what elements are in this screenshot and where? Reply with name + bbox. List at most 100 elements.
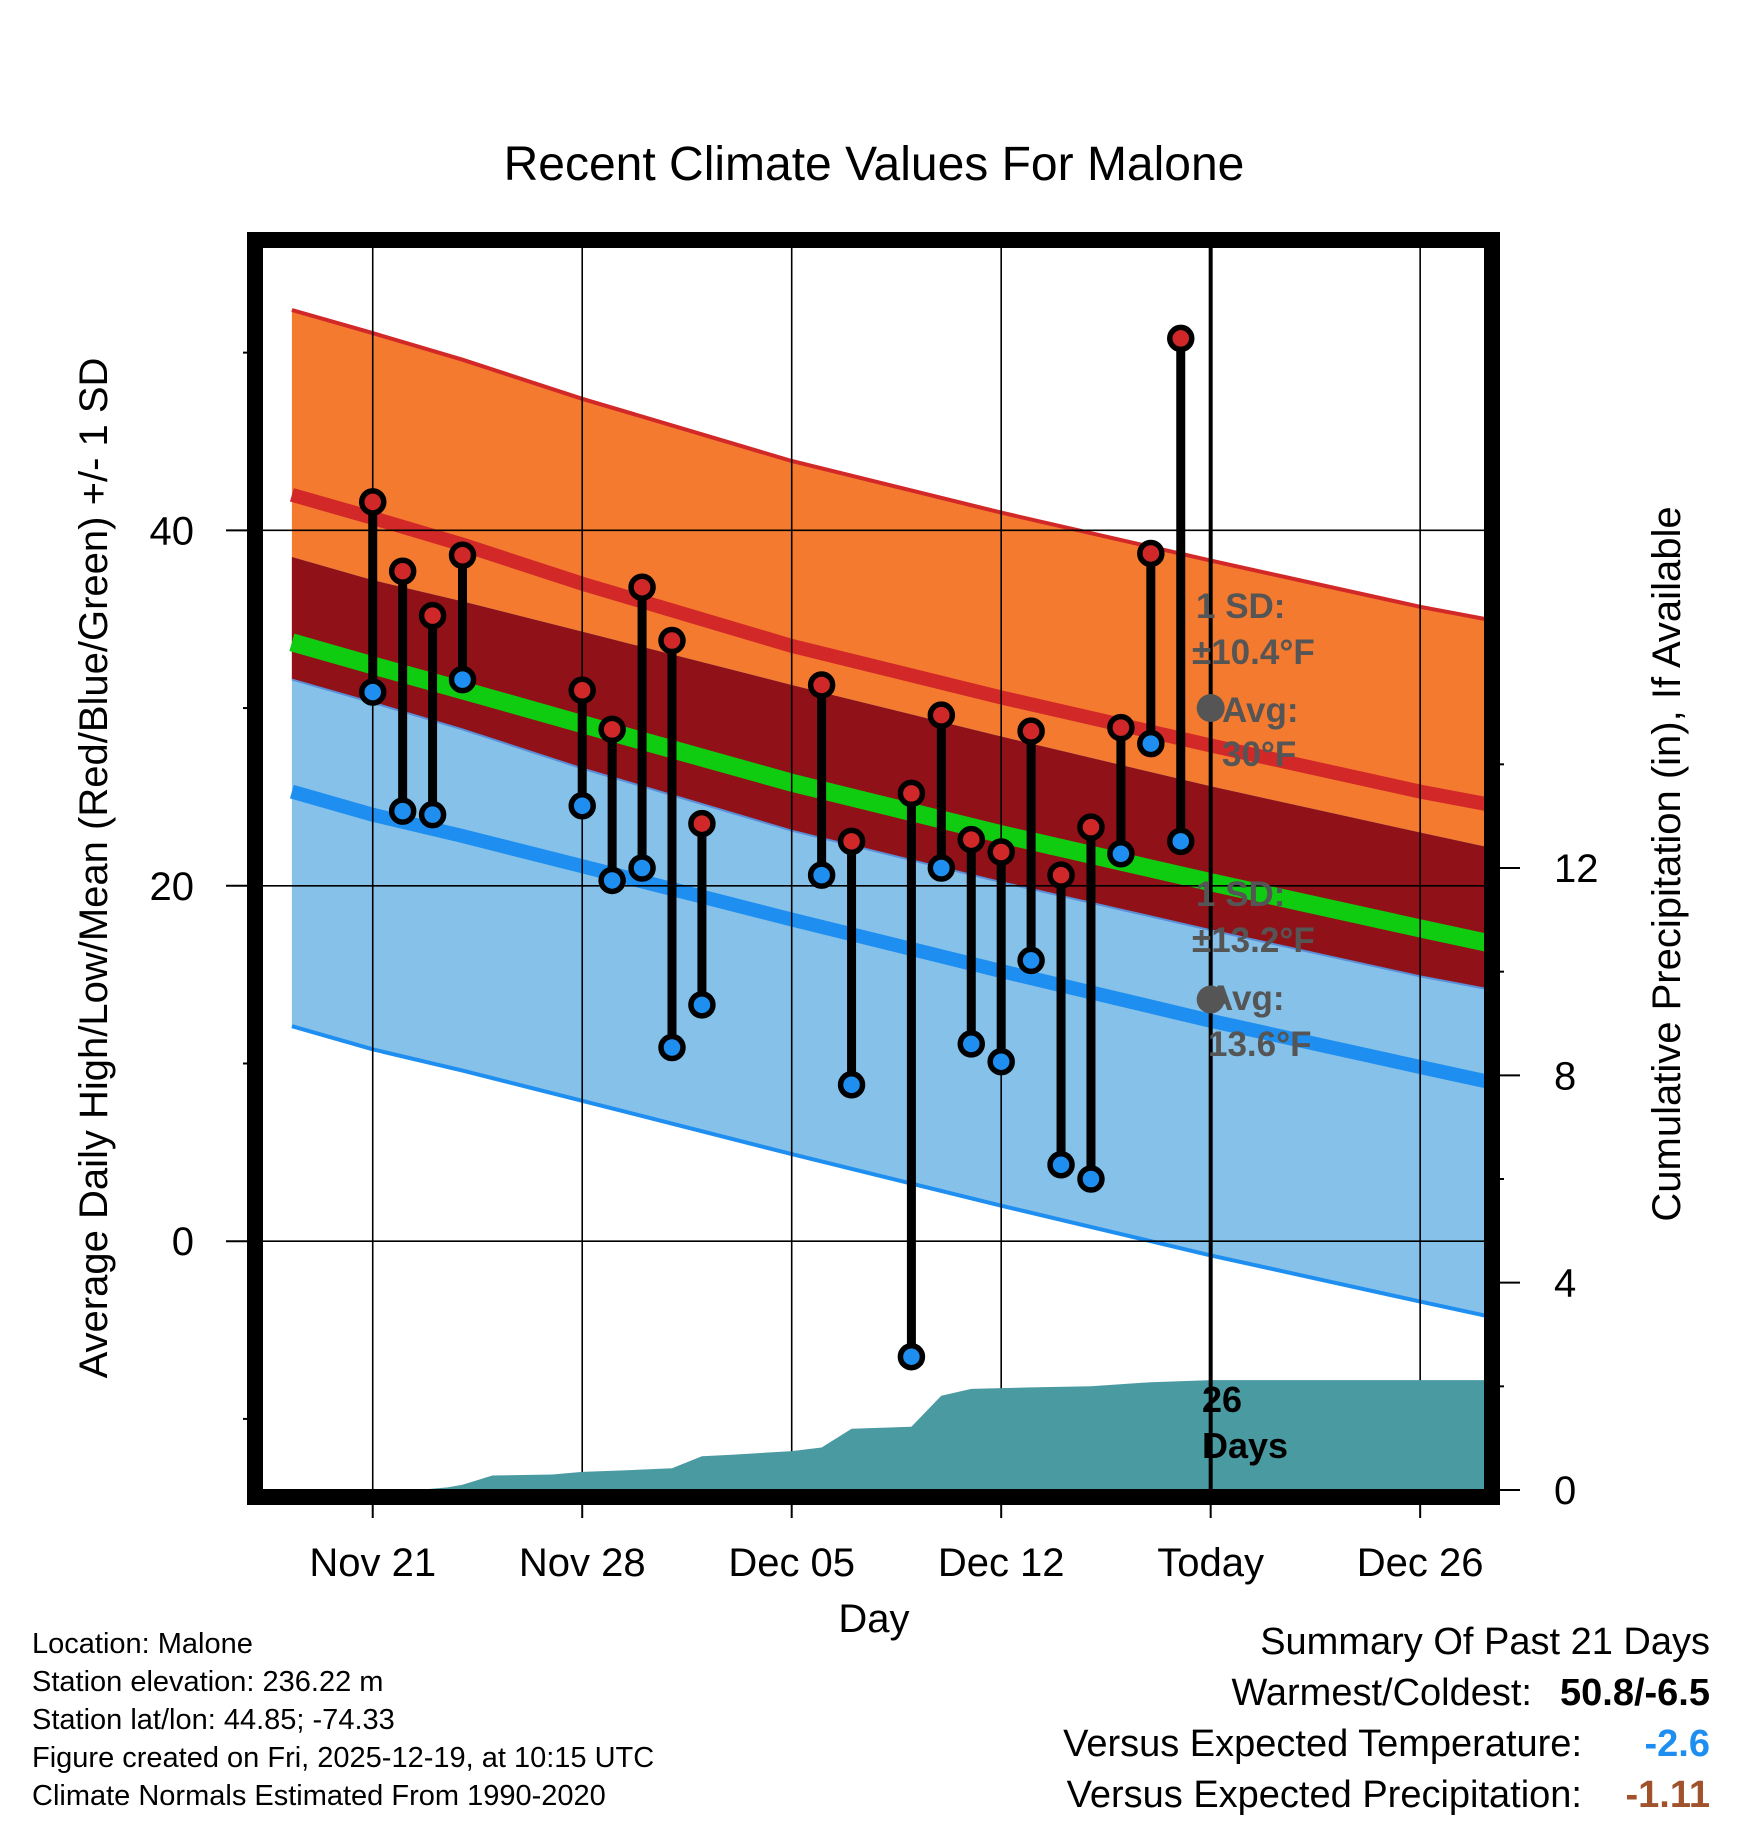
observed-high-point	[658, 626, 686, 655]
observed-high-point	[388, 557, 417, 585]
y2-axis-label: Cumulative Precipitation (in), If Availa…	[1645, 506, 1689, 1221]
observation-day	[1077, 813, 1105, 1193]
axes-layer: 0 20 40 0 4 8 12 Nov 21 Nov 28 Dec 05 Dec 12 Today D…	[72, 232, 1689, 1641]
x-tick-label: Nov 21	[309, 1541, 436, 1585]
x-tick-label: Dec 26	[1357, 1541, 1484, 1585]
y2-tick-label: 4	[1554, 1262, 1576, 1306]
observed-high-point	[807, 671, 836, 699]
observation-day	[1047, 861, 1075, 1179]
observation-day	[688, 809, 716, 1019]
today-low-average-point	[1196, 985, 1225, 1014]
observed-high-point	[1017, 717, 1045, 745]
precip-label: Versus Expected Precipitation:	[1066, 1774, 1582, 1816]
observed-high-point	[957, 825, 986, 854]
observed-low-point	[598, 866, 626, 895]
x-tick-label: Nov 28	[519, 1541, 646, 1585]
precipitation-area	[291, 1380, 1486, 1490]
y-tick-label: 0	[172, 1220, 194, 1264]
observation-day	[1017, 717, 1045, 975]
high-avg-label: Avg:	[1222, 691, 1298, 730]
observation-day	[957, 825, 986, 1058]
observation-day	[1107, 713, 1135, 868]
latlon-text: Station lat/lon: 44.85; -74.33	[32, 1704, 395, 1736]
observation-day	[448, 541, 477, 694]
y-tick-label: 40	[150, 509, 195, 553]
annotation-layer: 1 SD: ±10.4°F Avg: 30°F 1 SD: ±13.2°F Avg: 13.6…	[1192, 246, 1315, 1490]
temp-row: Versus Expected Temperature: -2.6	[1063, 1719, 1710, 1770]
warm-cold-label: Warmest/Coldest:	[1231, 1672, 1532, 1714]
observation-day	[628, 573, 656, 882]
observed-high-point	[1077, 813, 1105, 841]
high-sd-value: ±10.4°F	[1192, 633, 1315, 672]
observed-high-point	[688, 809, 716, 838]
observed-high-point	[358, 488, 387, 516]
observed-high-point	[897, 779, 926, 808]
observation-day	[388, 557, 417, 825]
observed-low-point	[837, 1071, 866, 1099]
observed-low-point	[658, 1033, 686, 1062]
observation-day	[658, 626, 686, 1062]
observations-layer	[358, 324, 1195, 1371]
low-sd-label: 1 SD:	[1196, 875, 1285, 914]
x-tick-label: Dec 05	[728, 1541, 855, 1585]
observed-high-point	[418, 601, 447, 630]
y-axis-label: Average Daily High/Low/Mean (Red/Blue/Gr…	[72, 358, 116, 1379]
normals-text: Climate Normals Estimated From 1990-2020	[32, 1780, 606, 1812]
observation-day	[837, 827, 866, 1099]
observation-day	[418, 601, 447, 829]
observed-high-point	[837, 827, 866, 856]
location-text: Location: Malone	[32, 1628, 253, 1660]
elevation-text: Station elevation: 236.22 m	[32, 1666, 384, 1698]
x-axis-label: Day	[838, 1597, 909, 1641]
y2-tick-label: 12	[1554, 847, 1599, 891]
low-sd-value: ±13.2°F	[1192, 921, 1315, 960]
summary-title: Summary Of Past 21 Days	[1260, 1621, 1710, 1663]
precip-row: Versus Expected Precipitation: -1.11	[1063, 1770, 1710, 1821]
observed-high-point	[628, 573, 656, 601]
observed-low-point	[1017, 946, 1045, 975]
observation-day	[568, 676, 596, 820]
low-avg-label: Avg:	[1208, 979, 1284, 1018]
observed-high-point	[598, 715, 626, 744]
station-info: Location: Malone Station elevation: 236.…	[32, 1625, 654, 1815]
observed-high-point	[568, 676, 596, 705]
high-avg-value: 30°F	[1222, 735, 1296, 774]
observation-day	[358, 488, 387, 706]
y2-tick-label: 0	[1554, 1469, 1576, 1513]
observed-high-point	[1107, 713, 1135, 742]
observed-low-point	[448, 665, 477, 694]
observation-day	[987, 838, 1015, 1076]
days-count: 26	[1202, 1379, 1242, 1420]
warm-cold-value: 50.8/-6.5	[1560, 1672, 1710, 1714]
precip-value: -1.11	[1625, 1774, 1710, 1816]
x-tick-label: Dec 12	[938, 1541, 1065, 1585]
plot-area	[289, 308, 1486, 1318]
chart-title: Recent Climate Values For Malone	[504, 138, 1245, 191]
observed-low-point	[1137, 729, 1165, 758]
x-tick-label: Today	[1157, 1541, 1264, 1585]
observed-high-point	[987, 838, 1015, 866]
observed-low-point	[628, 854, 656, 882]
y2-tick-label: 8	[1554, 1054, 1576, 1098]
y-tick-label: 20	[150, 865, 195, 909]
observation-day	[807, 671, 836, 889]
observation-day	[1137, 539, 1165, 758]
observed-low-point	[897, 1342, 926, 1371]
observed-high-point	[1166, 324, 1195, 353]
observation-day	[598, 715, 626, 895]
temp-label: Versus Expected Temperature:	[1063, 1723, 1582, 1765]
precipitation-layer	[291, 1380, 1486, 1490]
observation-day	[927, 701, 956, 882]
observed-high-point	[927, 701, 956, 729]
observation-day	[1166, 324, 1195, 856]
observed-high-point	[1137, 539, 1165, 568]
observed-low-point	[1166, 827, 1195, 856]
observed-low-point	[987, 1047, 1015, 1076]
observation-day	[897, 779, 926, 1371]
observed-low-point	[957, 1030, 986, 1058]
observed-low-point	[388, 797, 417, 825]
observed-low-point	[358, 678, 387, 706]
observed-low-point	[1047, 1151, 1075, 1179]
temp-value: -2.6	[1644, 1723, 1710, 1765]
